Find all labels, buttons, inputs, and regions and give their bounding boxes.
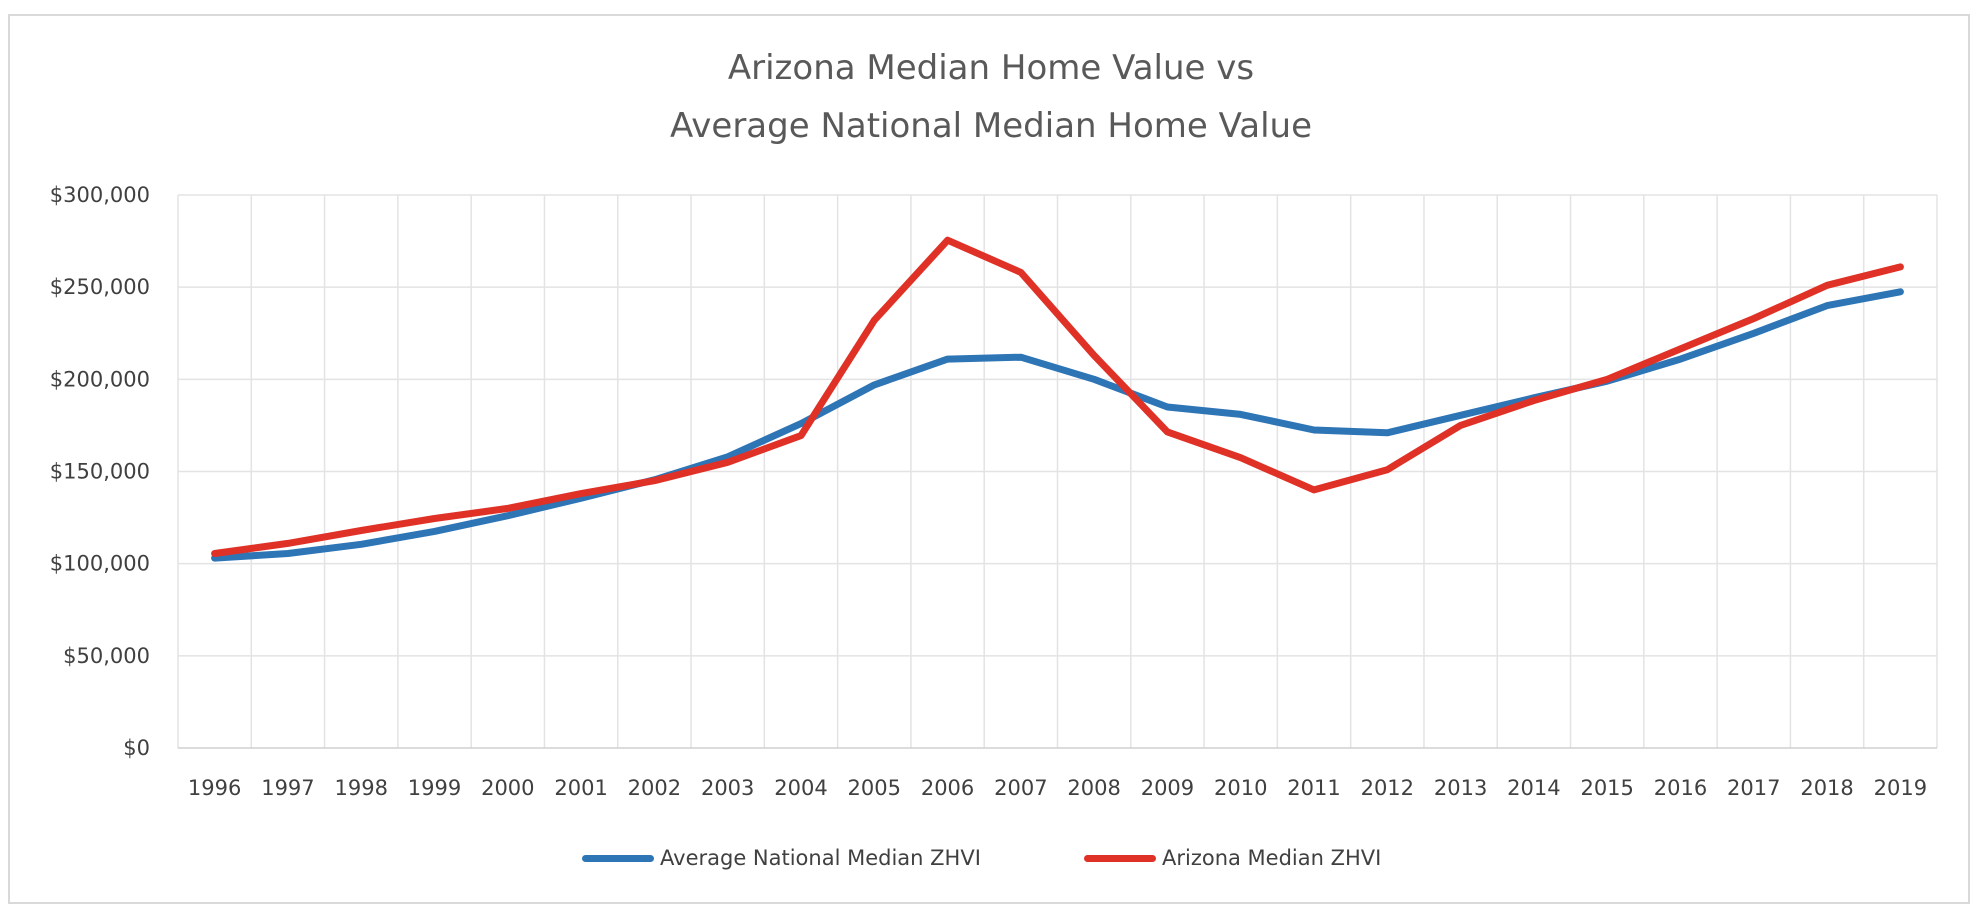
x-tick-label: 2008 (1067, 776, 1120, 800)
x-tick-label: 2015 (1580, 776, 1633, 800)
x-tick-label: 2017 (1727, 776, 1780, 800)
y-tick-label: $200,000 (50, 367, 150, 391)
x-tick-label: 2014 (1507, 776, 1560, 800)
chart-frame (8, 14, 1970, 904)
x-tick-label: 2006 (921, 776, 974, 800)
legend-swatch (1084, 854, 1156, 862)
x-tick-label: 2000 (481, 776, 534, 800)
x-tick-label: 2002 (628, 776, 681, 800)
x-tick-label: 1999 (408, 776, 461, 800)
y-tick-label: $100,000 (50, 552, 150, 576)
y-tick-label: $150,000 (50, 460, 150, 484)
x-tick-label: 2018 (1800, 776, 1853, 800)
legend-swatch (582, 854, 654, 862)
legend-label: Arizona Median ZHVI (1162, 846, 1382, 870)
x-tick-label: 1998 (335, 776, 388, 800)
x-tick-label: 2001 (554, 776, 607, 800)
y-tick-label: $0 (123, 736, 150, 760)
x-tick-label: 1997 (261, 776, 314, 800)
chart-title: Arizona Median Home Value vs (727, 48, 1255, 88)
x-tick-label: 2010 (1214, 776, 1267, 800)
x-tick-label: 2009 (1141, 776, 1194, 800)
legend-item: Average National Median ZHVI (582, 846, 981, 870)
x-tick-label: 2011 (1287, 776, 1340, 800)
x-tick-label: 2005 (848, 776, 901, 800)
x-tick-label: 2016 (1654, 776, 1707, 800)
x-tick-label: 2003 (701, 776, 754, 800)
x-tick-label: 2004 (774, 776, 827, 800)
x-tick-label: 2012 (1361, 776, 1414, 800)
chart-subtitle: Average National Median Home Value (670, 106, 1312, 146)
x-tick-label: 1996 (188, 776, 241, 800)
legend-item: Arizona Median ZHVI (1084, 846, 1381, 870)
x-tick-label: 2013 (1434, 776, 1487, 800)
y-tick-label: $50,000 (63, 644, 150, 668)
series-line-2 (211, 236, 1904, 557)
legend-label: Average National Median ZHVI (660, 846, 981, 870)
x-tick-label: 2007 (994, 776, 1047, 800)
y-tick-label: $300,000 (50, 183, 150, 207)
chart-legend: Average National Median ZHVI Arizona Medi… (0, 838, 1982, 878)
y-tick-label: $250,000 (50, 275, 150, 299)
x-tick-label: 2019 (1874, 776, 1927, 800)
